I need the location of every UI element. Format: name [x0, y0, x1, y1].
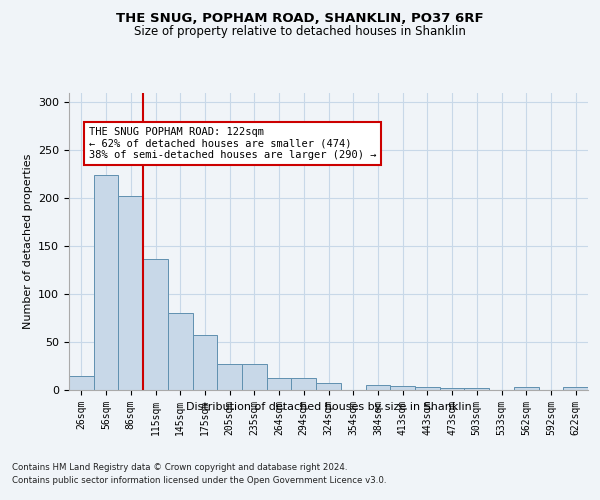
- Text: Contains HM Land Registry data © Crown copyright and database right 2024.: Contains HM Land Registry data © Crown c…: [12, 462, 347, 471]
- Bar: [94, 175, 118, 390]
- Bar: [390, 386, 415, 390]
- Bar: [193, 336, 217, 390]
- Bar: [217, 364, 242, 390]
- Bar: [563, 387, 588, 390]
- Bar: [365, 385, 390, 390]
- Text: THE SNUG POPHAM ROAD: 122sqm
← 62% of detached houses are smaller (474)
38% of s: THE SNUG POPHAM ROAD: 122sqm ← 62% of de…: [89, 127, 376, 160]
- Bar: [292, 378, 316, 390]
- Bar: [464, 388, 489, 390]
- Bar: [415, 387, 440, 390]
- Bar: [69, 376, 94, 390]
- Bar: [440, 388, 464, 390]
- Bar: [514, 387, 539, 390]
- Bar: [242, 364, 267, 390]
- Text: THE SNUG, POPHAM ROAD, SHANKLIN, PO37 6RF: THE SNUG, POPHAM ROAD, SHANKLIN, PO37 6R…: [116, 12, 484, 26]
- Bar: [143, 260, 168, 390]
- Text: Distribution of detached houses by size in Shanklin: Distribution of detached houses by size …: [186, 402, 472, 412]
- Bar: [118, 196, 143, 390]
- Y-axis label: Number of detached properties: Number of detached properties: [23, 154, 32, 329]
- Bar: [267, 378, 292, 390]
- Bar: [168, 313, 193, 390]
- Bar: [316, 384, 341, 390]
- Text: Contains public sector information licensed under the Open Government Licence v3: Contains public sector information licen…: [12, 476, 386, 485]
- Text: Size of property relative to detached houses in Shanklin: Size of property relative to detached ho…: [134, 25, 466, 38]
